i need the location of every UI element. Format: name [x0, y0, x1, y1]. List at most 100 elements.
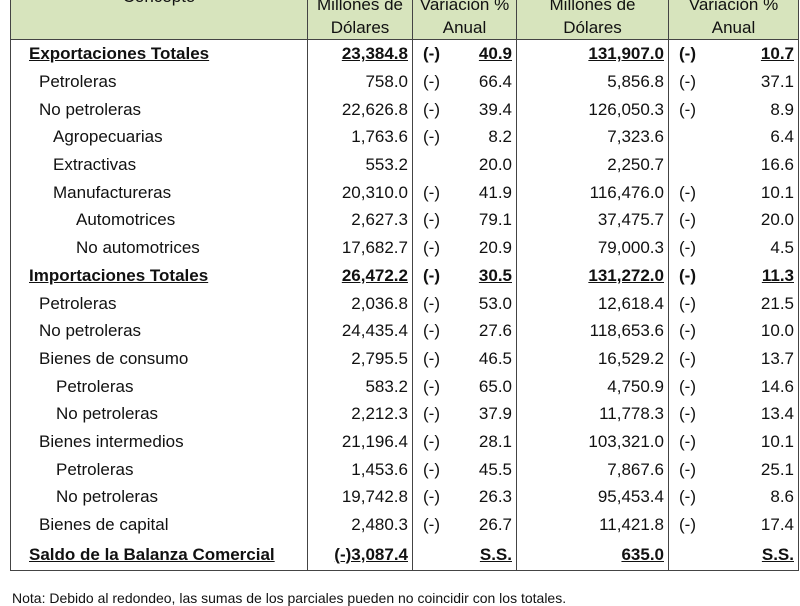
variation-period1: (-) 66.4 [412, 67, 517, 96]
row-label: Petroleras [10, 372, 308, 400]
value-period1: 2,480.3 [307, 510, 413, 539]
variation-period2: (-) 8.9 [668, 95, 799, 124]
variation-period1: (-) 79.1 [412, 206, 517, 234]
variation-period2: (-) 10.1 [668, 178, 799, 207]
row-label: Extractivas [10, 150, 308, 179]
header-value-period2: Millones de Dólares [516, 0, 669, 40]
value-period2: 37,475.7 [516, 206, 669, 234]
value-period2: 79,000.3 [516, 233, 669, 262]
variation-period2: (-) 13.4 [668, 399, 799, 428]
value-period2: 11,778.3 [516, 399, 669, 428]
table-body: Exportaciones Totales 23,384.8 (-) 40.9 131,… [10, 39, 799, 572]
variation-period2: (-) 10.0 [668, 316, 799, 345]
value-period1: 17,682.7 [307, 233, 413, 262]
table-row: Agropecuarias 1,763.6 (-) 8.2 7,323.6 6.4 [10, 123, 799, 151]
variation-period2: (-) 17.4 [668, 510, 799, 539]
variation-period2: (-) 25.1 [668, 455, 799, 483]
value-period2: 116,476.0 [516, 178, 669, 207]
variation-period1: 20.0 [412, 150, 517, 179]
header-concept: Concepto [10, 0, 308, 40]
footnote: Nota: Debido al redondeo, las sumas de l… [12, 590, 567, 606]
variation-period2: (-) 20.0 [668, 206, 799, 234]
variation-period1: (-) 46.5 [412, 344, 517, 373]
value-period2: 11,421.8 [516, 510, 669, 539]
row-label: Petroleras [10, 455, 308, 483]
value-period2: 2,250.7 [516, 150, 669, 179]
row-label: Bienes de capital [10, 510, 308, 539]
variation-period1: (-) 39.4 [412, 95, 517, 124]
value-period1: 553.2 [307, 150, 413, 179]
variation-period2: (-) 11.3 [668, 261, 799, 290]
table-row: Exportaciones Totales 23,384.8 (-) 40.9 131,… [10, 39, 799, 68]
row-label: Automotrices [10, 206, 308, 234]
value-period1: 19,742.8 [307, 483, 413, 511]
value-period2: 126,050.3 [516, 95, 669, 124]
table-row: No petroleras 22,626.8 (-) 39.4 126,050.3 (-)… [10, 95, 799, 124]
value-period1: 2,212.3 [307, 399, 413, 428]
value-period1: 20,310.0 [307, 178, 413, 207]
variation-period1: (-) 65.0 [412, 372, 517, 400]
table-row: Petroleras 758.0 (-) 66.4 5,856.8 (-) 37.1 [10, 67, 799, 96]
value-period1: 1,453.6 [307, 455, 413, 483]
value-period2: 95,453.4 [516, 483, 669, 511]
value-period1: 1,763.6 [307, 123, 413, 151]
variation-period2: (-) 8.6 [668, 483, 799, 511]
variation-period2: 6.4 [668, 123, 799, 151]
value-period2: 5,856.8 [516, 67, 669, 96]
header-variation-period1: Variación % Anual [412, 0, 517, 40]
value-period1: 583.2 [307, 372, 413, 400]
row-label: Saldo de la Balanza Comercial [10, 538, 308, 572]
trade-balance-table-container: Concepto Millones de Dólares Variación %… [10, 0, 799, 572]
table-row: Automotrices 2,627.3 (-) 79.1 37,475.7 (-) 20.… [10, 206, 799, 234]
value-period2: 635.0 [516, 538, 669, 572]
value-period1: 26,472.2 [307, 261, 413, 290]
table-row: No automotrices 17,682.7 (-) 20.9 79,000.3 (-… [10, 233, 799, 262]
variation-period1: (-) 40.9 [412, 39, 517, 68]
table-row: Manufactureras 20,310.0 (-) 41.9 116,476.0 (-… [10, 178, 799, 207]
value-period2: 16,529.2 [516, 344, 669, 373]
row-label: Petroleras [10, 67, 308, 96]
value-period1: (-)3,087.4 [307, 538, 413, 572]
value-period1: 2,795.5 [307, 344, 413, 373]
row-label: Bienes de consumo [10, 344, 308, 373]
table-row: No petroleras 19,742.8 (-) 26.3 95,453.4 (-) 8… [10, 483, 799, 511]
header-variation-period2: Variación % Anual [668, 0, 799, 40]
table-row: Bienes de capital 2,480.3 (-) 26.7 11,421.8(… [10, 510, 799, 539]
trade-balance-table: Concepto Millones de Dólares Variación %… [10, 0, 799, 572]
variation-period2: 16.6 [668, 150, 799, 179]
variation-period2: (-) 10.7 [668, 39, 799, 68]
variation-period2: S.S. [668, 538, 799, 572]
value-period1: 758.0 [307, 67, 413, 96]
row-label: No petroleras [10, 483, 308, 511]
variation-period1: (-) 28.1 [412, 427, 517, 456]
value-period2: 131,907.0 [516, 39, 669, 68]
variation-period1: (-) 26.7 [412, 510, 517, 539]
row-label: Petroleras [10, 289, 308, 317]
table-row: Petroleras 1,453.6 (-) 45.5 7,867.6 (-) 25.1 [10, 455, 799, 483]
table-header: Concepto Millones de Dólares Variación %… [10, 0, 799, 40]
value-period2: 103,321.0 [516, 427, 669, 456]
variation-period1: (-) 20.9 [412, 233, 517, 262]
variation-period2: (-) 13.7 [668, 344, 799, 373]
row-label: No petroleras [10, 95, 308, 124]
value-period1: 2,627.3 [307, 206, 413, 234]
variation-period2: (-) 37.1 [668, 67, 799, 96]
table-row: Petroleras 2,036.8 (-) 53.0 12,618.4 (-) 21.5 [10, 289, 799, 317]
value-period2: 7,867.6 [516, 455, 669, 483]
variation-period2: (-) 14.6 [668, 372, 799, 400]
value-period1: 23,384.8 [307, 39, 413, 68]
table-row: Importaciones Totales 26,472.2 (-) 30.5 131,… [10, 261, 799, 290]
variation-period1: (-) 30.5 [412, 261, 517, 290]
variation-period1: (-) 53.0 [412, 289, 517, 317]
table-row: Extractivas 553.2 20.0 2,250.7 16.6 [10, 150, 799, 179]
row-label: Exportaciones Totales [10, 39, 308, 68]
row-label: Agropecuarias [10, 123, 308, 151]
row-label: No petroleras [10, 316, 308, 345]
table-row: Bienes de consumo 2,795.5 (-) 46.5 16,529.2(… [10, 344, 799, 373]
table-row: Petroleras 583.2 (-) 65.0 4,750.9 (-) 14.6 [10, 372, 799, 400]
row-label: Manufactureras [10, 178, 308, 207]
value-period1: 22,626.8 [307, 95, 413, 124]
variation-period1: (-) 45.5 [412, 455, 517, 483]
value-period2: 118,653.6 [516, 316, 669, 345]
value-period2: 12,618.4 [516, 289, 669, 317]
